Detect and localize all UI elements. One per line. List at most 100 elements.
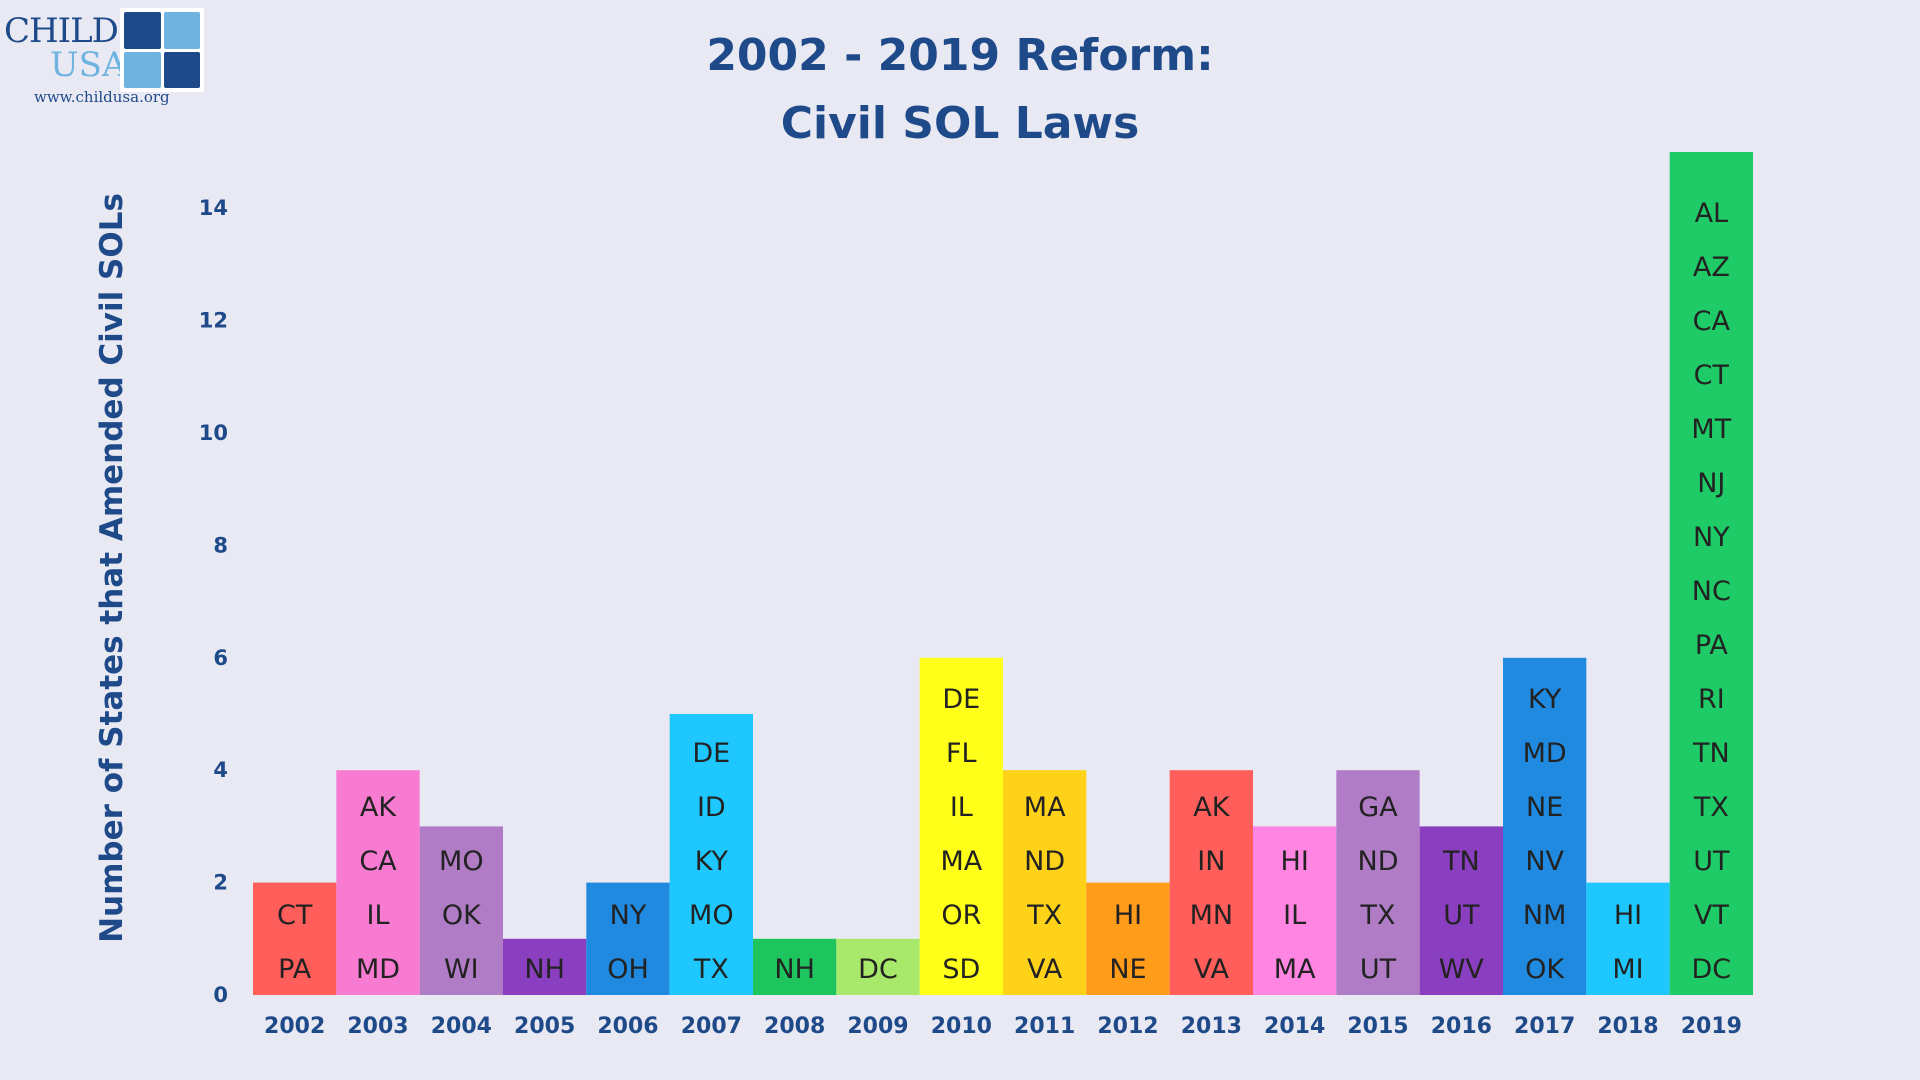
bar-state-label: UT <box>1360 954 1397 985</box>
bar-state-label: IL <box>366 900 389 931</box>
logo-tiles <box>120 8 204 92</box>
logo-name-usa: USA <box>50 45 127 85</box>
bar-state-label: NE <box>1109 954 1146 985</box>
bar-state-label: IL <box>1283 900 1306 931</box>
bar-2012 <box>1086 882 1170 995</box>
bar-state-label: HI <box>1614 900 1642 931</box>
bar-state-label: FL <box>946 738 977 769</box>
bar-state-label: MT <box>1691 414 1731 445</box>
x-tick-label: 2016 <box>1431 1014 1492 1039</box>
logo-stethoscope-icon <box>124 51 161 88</box>
bar-state-label: OK <box>442 900 482 931</box>
bar-state-label: DC <box>858 954 898 985</box>
bar-2006 <box>586 882 670 995</box>
bar-state-label: KY <box>1528 684 1562 715</box>
x-tick-label: 2010 <box>931 1014 992 1039</box>
bar-state-label: MA <box>1024 792 1066 823</box>
bar-state-label: ND <box>1358 846 1399 877</box>
bar-state-label: OR <box>941 900 981 931</box>
bar-state-label: HI <box>1114 900 1142 931</box>
bar-2018 <box>1586 882 1670 995</box>
bar-2019 <box>1669 152 1753 995</box>
bar-2009 <box>836 938 920 995</box>
logo-microscope-icon <box>163 51 200 88</box>
bar-state-label: TX <box>1360 900 1396 931</box>
bar-2002 <box>253 882 337 995</box>
y-tick-label: 2 <box>213 871 228 895</box>
bar-state-label: NV <box>1525 846 1564 877</box>
bar-state-label: MD <box>1523 738 1567 769</box>
bar-state-label: MA <box>940 846 982 877</box>
bar-state-label: MI <box>1612 954 1643 985</box>
bar-2014 <box>1253 826 1337 995</box>
bar-state-label: IN <box>1197 846 1225 877</box>
bar-state-label: DE <box>942 684 980 715</box>
bar-state-label: NM <box>1523 900 1567 931</box>
x-tick-label: 2014 <box>1264 1014 1325 1039</box>
chart-title: 2002 - 2019 Reform: <box>706 30 1214 81</box>
bar-state-label: UT <box>1693 846 1730 877</box>
bar-2005 <box>503 938 587 995</box>
bar-state-label: MO <box>439 846 484 877</box>
y-tick-label: 8 <box>213 533 228 557</box>
bar-2003 <box>336 770 420 995</box>
y-axis-label: Number of States that Amended Civil SOLs <box>94 193 130 943</box>
bar-state-label: PA <box>1695 630 1729 661</box>
bar-state-label: SD <box>942 954 980 985</box>
bar-state-label: WI <box>444 954 479 985</box>
x-tick-label: 2009 <box>847 1014 908 1039</box>
x-tick-label: 2002 <box>264 1014 325 1039</box>
bar-2007 <box>669 714 753 995</box>
bar-state-label: VT <box>1694 900 1729 931</box>
bar-2016 <box>1419 826 1503 995</box>
bar-state-label: KY <box>695 846 729 877</box>
x-tick-label: 2018 <box>1597 1014 1658 1039</box>
bar-state-label: DE <box>692 738 730 769</box>
bar-state-label: AK <box>360 792 397 823</box>
bar-state-label: PA <box>278 954 312 985</box>
logo-name: CHILD <box>4 11 119 51</box>
bar-state-label: NY <box>1693 522 1730 553</box>
bar-state-label: ID <box>697 792 726 823</box>
bar-state-label: TX <box>693 954 729 985</box>
y-tick-label: 14 <box>199 196 228 220</box>
bar-state-label: CT <box>1694 360 1730 391</box>
y-tick-label: 0 <box>213 983 228 1007</box>
bar-state-label: IL <box>950 792 973 823</box>
bar-state-label: MA <box>1274 954 1316 985</box>
x-tick-label: 2015 <box>1347 1014 1408 1039</box>
bar-2004 <box>419 826 503 995</box>
bar-2015 <box>1336 770 1420 995</box>
x-tick-label: 2013 <box>1181 1014 1242 1039</box>
bar-state-label: NC <box>1692 576 1731 607</box>
bar-state-label: NE <box>1526 792 1563 823</box>
x-tick-label: 2008 <box>764 1014 825 1039</box>
bar-state-label: UT <box>1443 900 1480 931</box>
y-tick-label: 6 <box>213 646 228 670</box>
bar-2013 <box>1169 770 1253 995</box>
bar-state-label: RI <box>1698 684 1725 715</box>
bar-state-label: TX <box>1693 792 1729 823</box>
bar-2017 <box>1503 657 1587 995</box>
logo-url: www.childusa.org <box>34 88 170 106</box>
bar-state-label: NY <box>610 900 647 931</box>
bar-state-label: CT <box>277 900 313 931</box>
bar-state-label: OH <box>607 954 649 985</box>
bar-state-label: TN <box>1692 738 1730 769</box>
bar-state-label: AZ <box>1693 252 1730 283</box>
bar-state-label: MN <box>1190 900 1234 931</box>
bar-2008 <box>753 938 837 995</box>
bar-state-label: VA <box>1194 954 1230 985</box>
bar-state-label: OK <box>1525 954 1565 985</box>
bar-state-label: NH <box>524 954 565 985</box>
y-tick-label: 12 <box>199 309 228 333</box>
x-tick-label: 2012 <box>1097 1014 1158 1039</box>
bar-state-label: NH <box>774 954 815 985</box>
bar-state-label: GA <box>1358 792 1398 823</box>
bar-state-label: TX <box>1026 900 1062 931</box>
x-tick-label: 2004 <box>431 1014 492 1039</box>
bar-state-label: AL <box>1695 198 1729 229</box>
logo-gavel-icon <box>124 12 161 49</box>
bar-state-label: ND <box>1024 846 1065 877</box>
